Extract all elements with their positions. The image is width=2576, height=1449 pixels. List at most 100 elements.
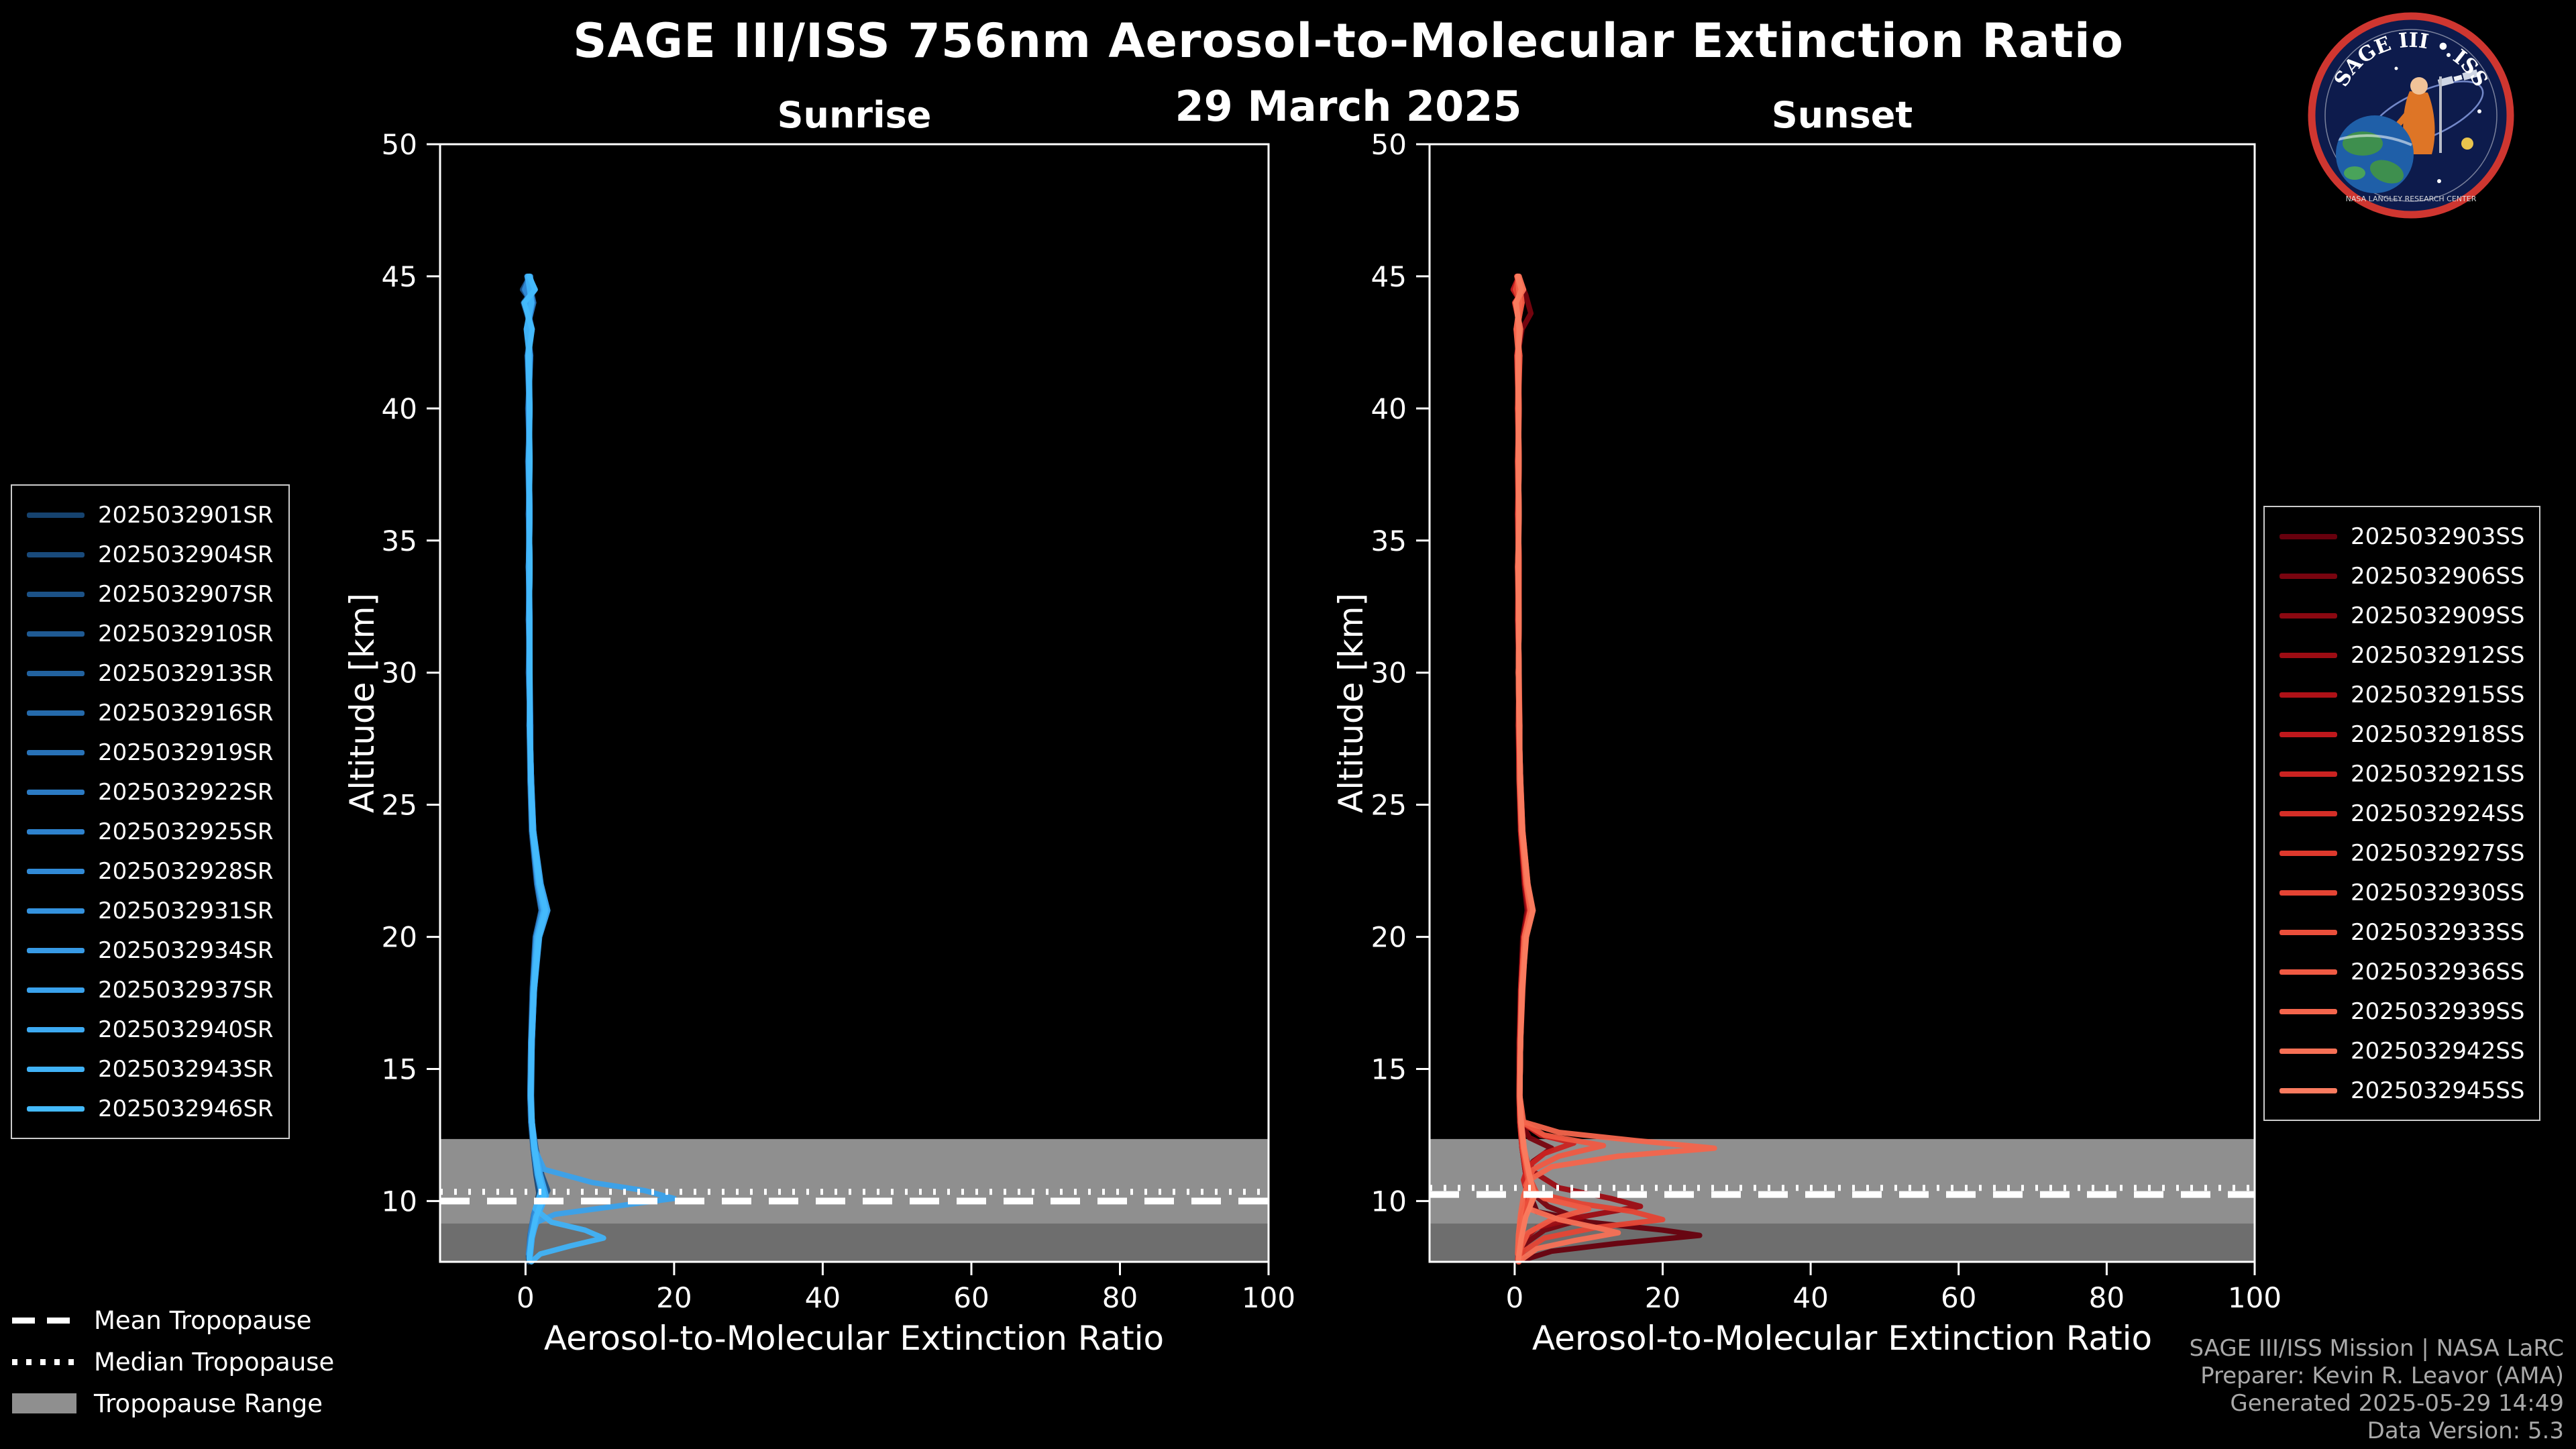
legend-label: 2025032936SS	[2351, 958, 2525, 985]
tropopause-range-legend-item: Tropopause Range	[12, 1386, 334, 1421]
x-tick-label: 40	[1792, 1281, 1828, 1314]
legend-item: 2025032921SS	[2279, 754, 2524, 794]
legend-label: 2025032907SR	[98, 580, 274, 608]
legend-item: 2025032937SR	[27, 970, 274, 1010]
legend-swatch	[2279, 612, 2337, 619]
legend-swatch	[2279, 969, 2337, 975]
y-tick-label: 40	[1371, 392, 1407, 425]
legend-swatch	[27, 947, 85, 953]
y-tick-label: 25	[382, 789, 417, 822]
legend-label: 2025032903SS	[2351, 523, 2525, 550]
legend-swatch	[2279, 692, 2337, 698]
credit-data-version: Data Version: 5.3	[2367, 1417, 2564, 1444]
legend-swatch	[27, 1066, 85, 1072]
legend-label: 2025032919SR	[98, 739, 274, 766]
legend-swatch	[2279, 810, 2337, 816]
x-tick-label: 60	[953, 1281, 989, 1314]
legend-item: 2025032916SR	[27, 693, 274, 733]
legend-swatch	[2279, 890, 2337, 896]
legend-label: 2025032924SS	[2351, 800, 2525, 827]
legend-swatch	[2279, 533, 2337, 539]
legend-label: 2025032925SR	[98, 818, 274, 845]
sunset-legend: 2025032903SS 2025032906SS 2025032909SS 2025…	[2263, 506, 2541, 1121]
legend-label: 2025032930SS	[2351, 879, 2525, 906]
sage-iss-mission-patch: SAGE III • ISS NASA LANGLEY RESEARCH CEN…	[2308, 12, 2514, 219]
legend-swatch	[2279, 652, 2337, 658]
legend-swatch	[2279, 731, 2337, 737]
y-tick-label: 45	[1371, 260, 1407, 293]
legend-item: 2025032906SS	[2279, 556, 2524, 596]
y-tick-label: 10	[1371, 1185, 1407, 1218]
dotted-line-icon	[12, 1358, 76, 1365]
legend-item: 2025032946SR	[27, 1089, 274, 1128]
x-tick-label: 40	[805, 1281, 841, 1314]
y-tick-label: 30	[382, 657, 417, 690]
median-tropopause-legend-item: Median Tropopause	[12, 1344, 334, 1379]
legend-item: 2025032912SS	[2279, 635, 2524, 675]
legend-item: 2025032928SR	[27, 851, 274, 891]
legend-item: 2025032930SS	[2279, 873, 2524, 912]
logo-earth-icon	[2336, 115, 2414, 193]
legend-item: 2025032915SS	[2279, 675, 2524, 714]
profile-line-2025032939SS	[1513, 273, 1717, 1257]
legend-label: 2025032933SS	[2351, 918, 2525, 946]
figure-date: 29 March 2025	[1175, 82, 1522, 131]
sunrise-x-axis-label: Aerosol-to-Molecular Extinction Ratio	[543, 1319, 1165, 1358]
profile-line-2025032930SS	[1513, 273, 1666, 1265]
legend-item: 2025032925SR	[27, 812, 274, 851]
tropopause-range-label: Tropopause Range	[94, 1389, 323, 1418]
legend-label: 2025032915SS	[2351, 681, 2525, 708]
tropopause-range-band-lower	[440, 1223, 1269, 1262]
profile-line-2025032936SS	[1514, 273, 1607, 1265]
legend-swatch	[2279, 929, 2337, 935]
legend-swatch	[27, 1026, 85, 1032]
legend-item: 2025032936SS	[2279, 952, 2524, 991]
legend-swatch	[27, 987, 85, 993]
profile-line-2025032943SR	[523, 273, 606, 1265]
legend-item: 2025032931SR	[27, 891, 274, 930]
legend-label: 2025032913SR	[98, 659, 274, 687]
legend-swatch	[27, 631, 85, 637]
legend-label: 2025032937SR	[98, 976, 274, 1004]
legend-label: 2025032942SS	[2351, 1037, 2525, 1065]
credits-block: SAGE III/ISS Mission | NASA LaRC Prepare…	[2189, 1335, 2564, 1445]
logo-ring-text: NASA LANGLEY RESEARCH CENTER	[2346, 195, 2477, 203]
credit-generated: Generated 2025-05-29 14:49	[2230, 1390, 2564, 1417]
legend-item: 2025032927SS	[2279, 833, 2524, 873]
legend-label: 2025032901SR	[98, 501, 274, 529]
sunset-panel-title: Sunset	[1771, 94, 1913, 136]
legend-item: 2025032913SR	[27, 653, 274, 693]
x-tick-label: 0	[517, 1281, 535, 1314]
legend-label: 2025032922SR	[98, 778, 274, 806]
legend-swatch	[2279, 771, 2337, 777]
x-tick-label: 80	[1102, 1281, 1138, 1314]
legend-item: 2025032939SS	[2279, 991, 2524, 1031]
profile-line-2025032912SS	[1513, 273, 1644, 1257]
y-tick-label: 30	[1371, 657, 1407, 690]
legend-item: 2025032922SR	[27, 772, 274, 812]
legend-label: 2025032943SR	[98, 1055, 274, 1083]
figure-title: SAGE III/ISS 756nm Aerosol-to-Molecular …	[573, 13, 2124, 68]
y-tick-label: 35	[1371, 525, 1407, 557]
legend-item: 2025032945SS	[2279, 1071, 2524, 1110]
legend-item: 2025032942SS	[2279, 1031, 2524, 1071]
legend-item: 2025032904SR	[27, 535, 274, 574]
legend-item: 2025032934SR	[27, 930, 274, 970]
legend-swatch	[27, 512, 85, 518]
x-tick-label: 20	[656, 1281, 692, 1314]
credit-preparer: Preparer: Kevin R. Leavor (AMA)	[2200, 1362, 2564, 1389]
y-tick-label: 40	[382, 392, 417, 425]
y-tick-label: 15	[382, 1053, 417, 1086]
legend-swatch	[2279, 1048, 2337, 1054]
sunrise-panel-title: Sunrise	[777, 94, 932, 136]
legend-swatch	[27, 908, 85, 914]
y-tick-label: 25	[1371, 789, 1407, 822]
legend-item: 2025032940SR	[27, 1010, 274, 1049]
logo-star-icon	[2394, 66, 2398, 70]
sunset-x-axis-label: Aerosol-to-Molecular Extinction Ratio	[1532, 1319, 2153, 1358]
legend-label: 2025032931SR	[98, 897, 274, 924]
legend-swatch	[27, 591, 85, 597]
median-tropopause-label: Median Tropopause	[94, 1347, 335, 1377]
legend-swatch	[2279, 573, 2337, 579]
